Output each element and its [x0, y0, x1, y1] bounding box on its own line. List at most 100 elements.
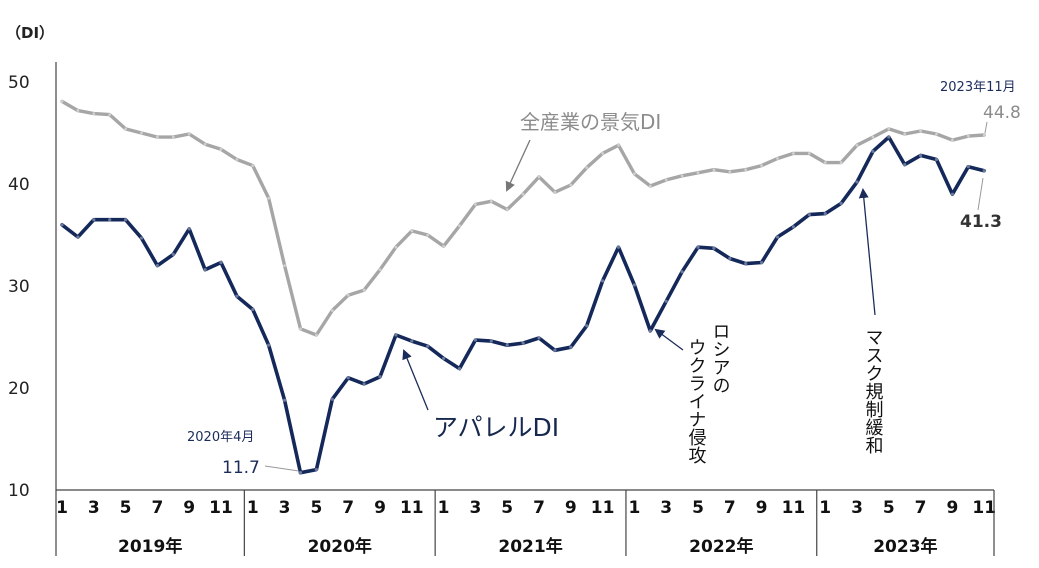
apparel-point: [569, 345, 573, 349]
x-tick-label: 7: [342, 498, 354, 518]
all-industries-point: [474, 203, 477, 206]
apparel-point: [473, 338, 477, 342]
series-label-apparel: アパレルDI: [433, 413, 559, 442]
event-ukraine-arrow: [654, 328, 684, 351]
apparel-point: [648, 329, 652, 333]
x-tick-label: 11: [209, 498, 233, 518]
all-industries-point: [140, 131, 143, 135]
x-tick-label: 9: [565, 498, 577, 518]
series-label-all-arrow: [505, 139, 531, 192]
x-tick-label: 7: [915, 498, 927, 518]
all-industries-point: [346, 293, 350, 297]
all-industries-point: [760, 164, 763, 168]
x-tick-label: 3: [660, 498, 672, 518]
all-industries-point: [648, 184, 652, 188]
x-tick-label: 11: [400, 498, 424, 518]
event-mask: マスク規制緩和: [858, 188, 884, 454]
year-label: 2021年: [498, 536, 562, 557]
x-tick-label: 11: [972, 498, 996, 518]
all-industries-point: [585, 166, 589, 170]
x-tick-label: 11: [782, 498, 806, 518]
last-value-apparel-leader: [977, 177, 984, 211]
last-value-all-leader: [984, 121, 988, 134]
apparel-point: [505, 343, 509, 347]
apparel-point: [791, 225, 796, 229]
min-leader-line: [264, 465, 300, 472]
x-tick-label: 7: [724, 498, 736, 518]
apparel-point: [362, 382, 366, 386]
apparel-point: [950, 192, 955, 196]
event-ukraine: ロシアの ウクライナ侵攻: [654, 322, 731, 464]
year-label: 2020年: [308, 536, 372, 557]
year-label: 2022年: [689, 536, 753, 557]
year-label: 2023年: [873, 536, 937, 557]
x-tick-label: 9: [183, 498, 195, 518]
series-line-all-industries: [60, 99, 986, 337]
apparel-point: [775, 235, 780, 239]
all-industries-point: [696, 171, 700, 175]
series-label-all-industries: 全産業の景気DI: [520, 110, 661, 134]
apparel-point: [855, 180, 859, 184]
event-ukraine-text-2: ウクライナ侵攻: [686, 338, 707, 464]
apparel-point: [283, 398, 287, 402]
event-ukraine-text-1: ロシアの: [710, 322, 731, 394]
apparel-point: [616, 245, 621, 249]
apparel-point: [537, 336, 541, 340]
year-labels: 2019年 2020年 2021年 2022年 2023年: [55, 490, 995, 557]
apparel-point: [219, 260, 223, 265]
apparel-point: [871, 149, 875, 153]
all-industries-point: [251, 164, 255, 168]
x-tick-label: 3: [851, 498, 863, 518]
apparel-point: [982, 169, 986, 173]
x-tick-label: 1: [628, 498, 640, 518]
last-date-label: 2023年11月: [940, 80, 1016, 95]
series-label-apparel-arrow: [402, 349, 429, 411]
all-industries-point: [617, 143, 620, 147]
all-industries-point: [553, 190, 557, 194]
all-industries-point: [728, 170, 732, 174]
all-industries-point: [903, 132, 907, 136]
apparel-point: [187, 227, 191, 231]
apparel-point: [108, 218, 112, 222]
all-industries-point: [505, 208, 509, 211]
apparel-point: [489, 339, 493, 343]
all-industries-point: [124, 127, 127, 131]
apparel-point: [664, 299, 668, 303]
all-industries-point: [315, 333, 318, 337]
apparel-point: [267, 343, 271, 347]
all-industries-point: [156, 135, 159, 139]
all-industries-point: [569, 183, 573, 187]
last-value-apparel-label: 41.3: [960, 212, 1002, 232]
x-tick-label: 5: [501, 498, 513, 518]
x-tick-label: 5: [883, 498, 895, 518]
apparel-point: [457, 367, 462, 371]
apparel-point: [744, 261, 748, 266]
last-value-all-label: 44.8: [983, 103, 1021, 123]
all-industries-point: [92, 112, 96, 116]
all-industries-point: [171, 135, 175, 139]
all-industries-point: [394, 245, 398, 249]
x-tick-label: 1: [247, 498, 259, 518]
all-industries-point: [966, 134, 970, 138]
x-tick-label: 9: [946, 498, 958, 518]
all-industries-point: [664, 178, 668, 182]
all-industries-point: [792, 152, 795, 155]
all-industries-point: [521, 192, 525, 196]
apparel-point: [919, 153, 923, 158]
all-industries-point: [283, 264, 286, 267]
all-industries-point: [378, 268, 382, 272]
apparel-point: [314, 468, 318, 472]
all-industries-point: [76, 109, 80, 112]
all-industries-point: [935, 132, 938, 136]
apparel-point: [203, 268, 207, 272]
apparel-point: [696, 245, 700, 249]
all-industries-point: [235, 158, 239, 161]
apparel-point: [966, 165, 970, 169]
apparel-point: [712, 246, 716, 250]
apparel-point: [346, 376, 350, 380]
apparel-point: [76, 235, 80, 239]
x-tick-label: 5: [310, 498, 322, 518]
x-tick-label: 9: [374, 498, 386, 518]
all-industries-point: [633, 172, 636, 176]
